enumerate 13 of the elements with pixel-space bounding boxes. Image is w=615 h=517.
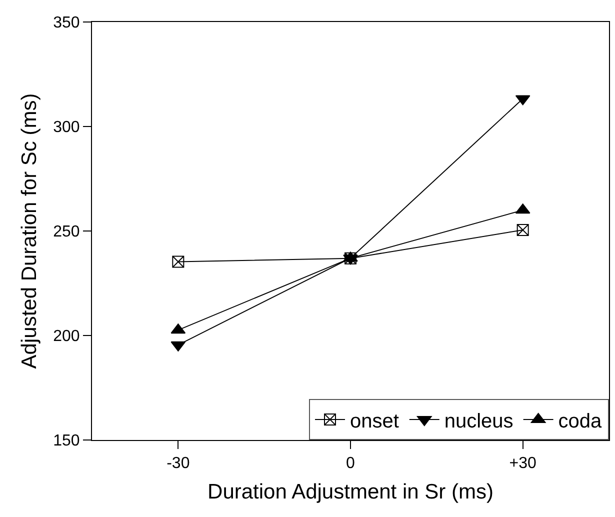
x-tick-label: -30: [166, 455, 190, 472]
y-tick-label: 150: [53, 432, 80, 450]
x-axis-title: Duration Adjustment in Sr (ms): [208, 480, 494, 504]
y-tick-label: 250: [53, 224, 80, 241]
x-tick-label: 0: [346, 455, 356, 472]
y-axis-title: Adjusted Duration for Sc (ms): [18, 93, 42, 369]
y-tick-label: 300: [53, 119, 80, 136]
y-tick-label: 200: [53, 328, 80, 346]
legend-label: coda: [558, 410, 603, 432]
x-tick-label: +30: [509, 455, 536, 472]
y-tick-label: 350: [53, 14, 80, 32]
legend-label: nucleus: [444, 410, 514, 432]
legend-label: onset: [350, 410, 400, 432]
